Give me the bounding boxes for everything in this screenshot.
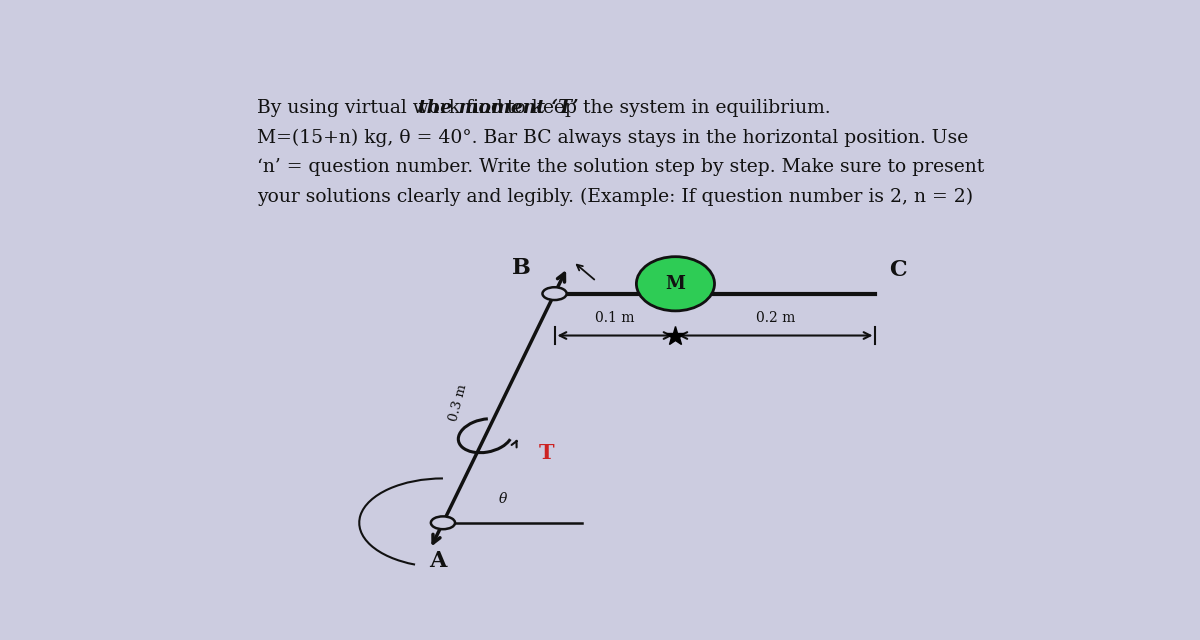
Text: M=(15+n) kg, θ = 40°. Bar BC always stays in the horizontal position. Use: M=(15+n) kg, θ = 40°. Bar BC always stay… <box>257 129 968 147</box>
Text: B: B <box>512 257 532 279</box>
Text: M: M <box>666 275 685 292</box>
Text: to keep the system in equilibrium.: to keep the system in equilibrium. <box>500 99 830 117</box>
Text: By using virtual work find: By using virtual work find <box>257 99 509 117</box>
Text: your solutions clearly and legibly. (Example: If question number is 2, n = 2): your solutions clearly and legibly. (Exa… <box>257 188 973 206</box>
Text: A: A <box>430 550 446 572</box>
Circle shape <box>542 287 566 300</box>
Text: the moment ‘T’: the moment ‘T’ <box>418 99 578 117</box>
Text: ‘n’ = question number. Write the solution step by step. Make sure to present: ‘n’ = question number. Write the solutio… <box>257 158 984 176</box>
Ellipse shape <box>636 257 714 311</box>
Text: C: C <box>889 259 907 282</box>
Text: 0.3 m: 0.3 m <box>448 383 469 422</box>
Text: 0.2 m: 0.2 m <box>756 310 796 324</box>
Circle shape <box>431 516 455 529</box>
Text: 0.1 m: 0.1 m <box>595 310 635 324</box>
Text: θ: θ <box>499 492 508 506</box>
Text: T: T <box>539 443 554 463</box>
